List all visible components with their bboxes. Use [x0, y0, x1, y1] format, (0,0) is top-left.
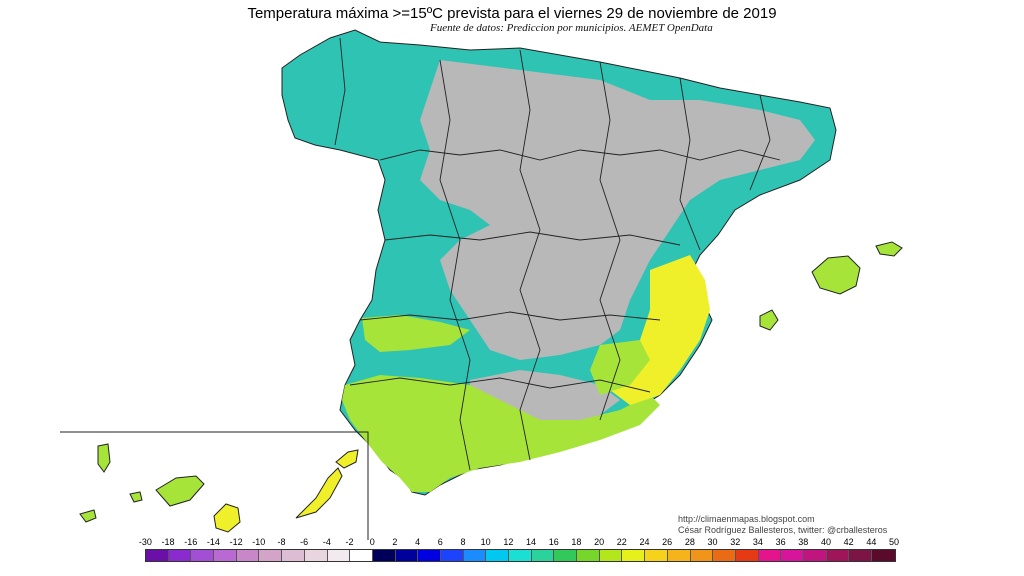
colorbar-tick-label: -16: [184, 537, 198, 547]
colorbar-cell: [531, 550, 555, 561]
colorbar-cell: [849, 550, 872, 561]
extremadura-green: [362, 315, 470, 352]
colorbar-tick-label: 20: [594, 537, 605, 547]
ibiza: [759, 309, 779, 331]
colorbar-tick-label: 14: [526, 537, 537, 547]
colorbar-cell: [690, 550, 714, 561]
colorbar-tick-label: 44: [866, 537, 877, 547]
colorbar-cell: [554, 550, 578, 561]
colorbar-tick-label: 26: [662, 537, 673, 547]
colorbar-cell: [259, 550, 283, 561]
colorbar-tick-label: -30: [138, 537, 152, 547]
colorbar-tick-label: 40: [820, 537, 831, 547]
colorbar-tick-label: 0: [369, 537, 375, 547]
colorbar-cell: [599, 550, 623, 561]
la-palma: [97, 443, 111, 473]
colorbar-cell: [282, 550, 305, 561]
interior-gray-region: [420, 60, 815, 360]
credits-url: http://climaenmapas.blogspot.com: [678, 514, 815, 524]
colorbar-cell: [168, 550, 192, 561]
colorbar-cell: [645, 550, 668, 561]
credits-author: César Rodríguez Ballesteros, twitter: @c…: [678, 525, 888, 535]
canary-inset-frame: [60, 431, 369, 540]
colorbar-tick-label: -6: [300, 537, 309, 547]
colorbar-tick-label: -2: [345, 537, 354, 547]
colorbar-tick-label: 10: [480, 537, 491, 547]
colorbar-cell: [372, 550, 396, 561]
colorbar-tick-label: 8: [460, 537, 466, 547]
lanzarote: [335, 449, 359, 469]
colorbar-cell: [304, 550, 328, 561]
colorbar-cell: [214, 550, 237, 561]
colorbar-tick-label: 4: [415, 537, 421, 547]
andalusia-green: [342, 375, 660, 492]
colorbar-tick-label: -8: [277, 537, 286, 547]
colorbar-tick-label: 36: [775, 537, 786, 547]
colorbar-tick-label: 18: [571, 537, 582, 547]
colorbar-cell: [395, 550, 419, 561]
colorbar-cell: [667, 550, 691, 561]
colorbar-cell: [146, 550, 169, 561]
colorbar-cell: [826, 550, 850, 561]
colorbar-tick-label: 42: [843, 537, 854, 547]
colorbar-cell: [713, 550, 736, 561]
colorbar-tick-label: 34: [752, 537, 763, 547]
map-title: Temperatura máxima >=15ºC prevista para …: [247, 5, 777, 22]
colorbar-tick-label: 30: [707, 537, 718, 547]
colorbar-cell: [350, 550, 373, 561]
mallorca: [811, 255, 861, 295]
menorca: [875, 241, 903, 257]
colorbar-cell: [486, 550, 509, 561]
colorbar-tick-label: 28: [684, 537, 695, 547]
credits: http://climaenmapas.blogspot.com César R…: [678, 514, 887, 536]
tenerife: [155, 475, 205, 507]
colorbar-cell: [758, 550, 782, 561]
colorbar-tick-label: 32: [730, 537, 741, 547]
data-source-note: Fuente de datos: Prediccion por municipi…: [430, 22, 713, 34]
colorbar-cell: [191, 550, 215, 561]
colorbar-cell: [803, 550, 827, 561]
colorbar-cell: [440, 550, 464, 561]
colorbar: [145, 549, 896, 562]
colorbar-cell: [577, 550, 600, 561]
colorbar-cell: [418, 550, 441, 561]
colorbar-ticks: -30 -18 -16 -14 -12 -10 -8 -6 -4 -2 0 2 4 6 8 10 12 14 16 1…: [134, 536, 905, 548]
colorbar-tick-label: 2: [392, 537, 398, 547]
colorbar-tick-label: 50: [889, 537, 900, 547]
colorbar-tick-label: 38: [798, 537, 809, 547]
colorbar-tick-label: 22: [616, 537, 627, 547]
colorbar-cell: [735, 550, 759, 561]
colorbar-cell: [463, 550, 487, 561]
colorbar-cell: [236, 550, 260, 561]
colorbar-cell: [622, 550, 646, 561]
colorbar-tick-label: -4: [322, 537, 331, 547]
province-borders: [334, 37, 781, 471]
fuerteventura: [295, 467, 343, 519]
colorbar-tick-label: -10: [252, 537, 266, 547]
colorbar-tick-label: 24: [639, 537, 650, 547]
colorbar-cell: [327, 550, 351, 561]
colorbar-tick-label: -14: [206, 537, 220, 547]
colorbar-tick-label: 16: [548, 537, 559, 547]
colorbar-cell: [872, 550, 895, 561]
gran-canaria: [213, 503, 241, 533]
colorbar-cell: [781, 550, 804, 561]
colorbar-tick-label: 12: [503, 537, 514, 547]
colorbar-cell: [509, 550, 532, 561]
colorbar-tick-label: -12: [229, 537, 243, 547]
el-hierro: [79, 509, 97, 523]
la-gomera: [129, 491, 143, 503]
colorbar-tick-label: -18: [161, 537, 175, 547]
colorbar-tick-label: 6: [437, 537, 443, 547]
